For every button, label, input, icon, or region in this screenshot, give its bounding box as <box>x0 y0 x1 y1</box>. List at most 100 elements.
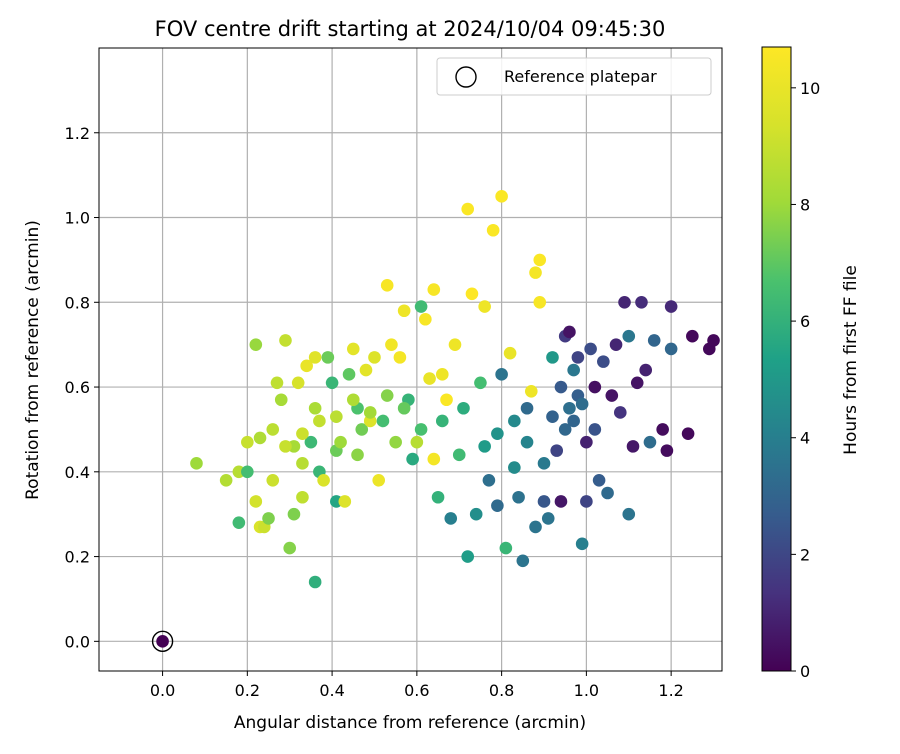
x-tick-label: 0.2 <box>235 681 260 700</box>
data-point <box>550 444 564 457</box>
data-point <box>512 490 525 504</box>
data-point <box>283 541 297 555</box>
data-point <box>266 423 280 436</box>
y-tick-label: 0.0 <box>65 632 90 651</box>
data-point <box>321 351 335 364</box>
y-axis-label: Rotation from reference (arcmin) <box>23 220 43 500</box>
x-tick-label: 0.6 <box>404 681 429 700</box>
data-point <box>618 295 631 309</box>
data-point <box>241 465 254 479</box>
data-point <box>262 512 275 525</box>
data-point <box>478 440 491 453</box>
data-point <box>533 253 547 267</box>
data-point <box>664 300 678 313</box>
data-point <box>380 279 394 292</box>
data-point <box>609 338 623 351</box>
data-point <box>249 495 263 508</box>
data-point <box>529 520 542 534</box>
data-point <box>448 338 462 351</box>
data-point <box>334 435 347 449</box>
data-point <box>520 435 534 449</box>
data-point <box>296 457 309 470</box>
data-point <box>630 376 644 390</box>
reference-point-fill <box>156 635 169 648</box>
colorbar-label: Hours from first FF file <box>841 265 861 455</box>
data-point <box>686 329 699 343</box>
data-point <box>414 423 428 436</box>
data-point <box>308 351 322 364</box>
data-point <box>317 473 330 487</box>
data-point <box>656 423 669 436</box>
colorbar-tick-label: 8 <box>800 195 810 214</box>
data-point <box>537 495 551 508</box>
data-point <box>707 334 720 347</box>
grid-lines <box>99 48 722 671</box>
data-point <box>219 473 233 487</box>
data-point <box>601 486 614 500</box>
data-point <box>296 427 309 440</box>
data-point <box>580 435 593 449</box>
colorbar-tick-label: 6 <box>800 312 810 331</box>
colorbar-tick-label: 2 <box>800 545 810 564</box>
data-point <box>351 448 364 462</box>
data-point <box>563 325 576 339</box>
data-point <box>592 473 606 487</box>
data-point <box>452 448 466 462</box>
colorbar-tick-label: 0 <box>800 662 810 681</box>
plot-frame <box>98 47 723 672</box>
data-point <box>296 490 309 504</box>
data-point <box>495 368 508 381</box>
x-tick-label: 1.2 <box>658 681 683 700</box>
data-point <box>232 516 246 529</box>
legend-marker-reference <box>455 66 477 88</box>
data-point <box>410 435 424 449</box>
data-point <box>474 376 487 390</box>
data-point <box>508 414 521 428</box>
data-point <box>279 440 292 453</box>
colorbar-gradient <box>761 46 792 672</box>
data-point <box>626 440 640 453</box>
data-point <box>546 351 559 364</box>
x-tick-label: 0.8 <box>489 681 514 700</box>
data-point <box>419 312 432 326</box>
reference-point-marker <box>151 630 174 653</box>
data-point <box>241 435 254 449</box>
data-point <box>431 490 445 504</box>
data-point <box>435 368 449 381</box>
data-point <box>253 431 267 445</box>
data-point <box>643 435 657 449</box>
data-point <box>605 389 619 402</box>
data-point <box>537 457 551 470</box>
data-point <box>300 359 313 373</box>
data-point <box>546 410 559 424</box>
data-point <box>372 473 386 487</box>
data-point <box>499 541 513 555</box>
data-point <box>427 283 441 296</box>
y-axis-ticks: 0.0 0.2 0.4 0.6 0.8 1.0 1.2 <box>65 124 99 651</box>
data-point <box>355 423 369 436</box>
data-point <box>491 427 504 440</box>
data-point <box>580 495 593 508</box>
data-point <box>274 393 288 407</box>
data-point <box>325 376 339 390</box>
data-point <box>482 473 496 487</box>
data-point <box>287 507 301 521</box>
data-point <box>664 342 678 356</box>
data-point <box>478 300 491 313</box>
data-point <box>516 554 530 568</box>
data-point <box>440 393 453 407</box>
data-point <box>575 397 589 411</box>
data-point <box>397 401 411 415</box>
data-point <box>503 346 517 360</box>
data-point <box>554 380 568 394</box>
data-point <box>346 342 360 356</box>
data-point <box>304 435 318 449</box>
data-point <box>190 457 203 470</box>
chart-title: FOV centre drift starting at 2024/10/04 … <box>155 17 666 41</box>
x-axis-label: Angular distance from reference (arcmin) <box>234 713 586 733</box>
y-tick-label: 0.8 <box>65 293 90 312</box>
data-point <box>520 401 534 415</box>
colorbar: 0 2 4 6 8 10 Hours from first FF file <box>761 46 861 681</box>
data-point <box>359 363 373 377</box>
y-tick-label: 0.2 <box>65 548 90 567</box>
